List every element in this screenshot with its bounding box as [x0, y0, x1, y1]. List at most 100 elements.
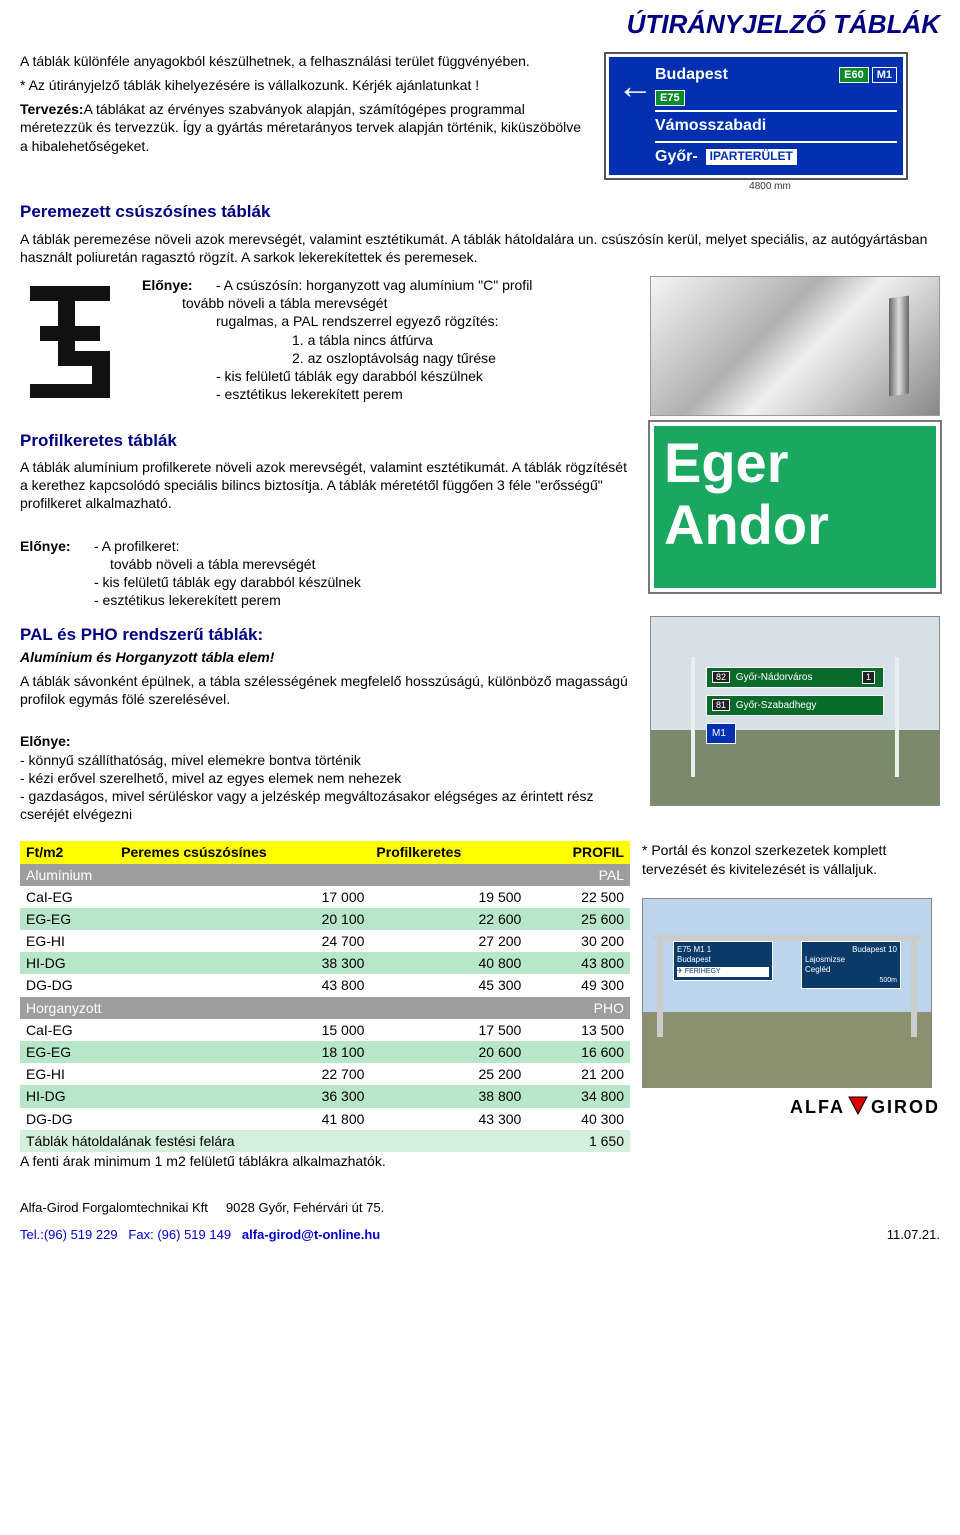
intro-p2: * Az útirányjelző táblák kihelyezésére i… [20, 76, 588, 94]
adv1-l7: - esztétikus lekerekített perem [142, 385, 638, 403]
section1-advantages-row: Előnye: - A csúszósín: horganyzott vag a… [20, 276, 940, 416]
table-row: EG-HI24 70027 20030 200 [20, 930, 630, 952]
adv3-l1: - könnyű szállíthatóság, mivel elemekre … [20, 751, 638, 769]
adv1-l3: rugalmas, a PAL rendszerrel egyező rögzí… [142, 312, 638, 330]
table-row: CaI-EG15 00017 50013 500 [20, 1019, 630, 1041]
adv1-l6: - kis felületű táblák egy darabból készü… [142, 367, 638, 385]
table-row: CaI-EG17 00019 50022 500 [20, 886, 630, 908]
table-cell: 25 200 [370, 1063, 527, 1085]
gantry-s1b: Budapest [677, 955, 769, 965]
road-sign-figure: ← Budapest E60 M1 E75 [600, 54, 940, 194]
group2-row: Horganyzott PHO [20, 997, 630, 1019]
intro-p3-body: A táblákat az érvényes szabványok alapjá… [20, 101, 581, 153]
gantry-s2b: Lajosmizse [805, 955, 897, 965]
section3-title: PAL és PHO rendszerű táblák: [20, 624, 638, 646]
gantry-s1c: ✈ FERIHEGY [677, 967, 769, 976]
section1-body: A táblák peremezése növeli azok merevség… [20, 230, 940, 266]
section3-subtitle: Alumínium és Horganyzott tábla elem! [20, 648, 638, 666]
adv3-l3: - gazdaságos, mivel sérüléskor vagy a je… [20, 787, 638, 823]
footer-email: alfa-girod@t-online.hu [242, 1227, 380, 1242]
group1-code: PAL [527, 864, 630, 886]
gantry-s2c: Cegléd [805, 965, 897, 975]
table-cell: 25 600 [527, 908, 630, 930]
intro-p3-label: Tervezés: [20, 101, 84, 117]
table-cell: DG-DG [20, 1108, 115, 1130]
gyor-r1-badge: 1 [862, 671, 875, 685]
th-3: PROFIL [527, 841, 630, 863]
sign-dest3b: IPARTERÜLET [706, 149, 797, 165]
table-cell: 17 000 [115, 886, 370, 908]
advantage-label-3: Előnye: [20, 732, 638, 750]
th-1: Peremes csúszósínes [115, 841, 370, 863]
gyor-r2-text: Győr-Szabadhegy [736, 700, 817, 711]
table-cell: 40 300 [527, 1108, 630, 1130]
footer-tel-label: Tel.: [20, 1227, 44, 1242]
table-cell: 43 800 [527, 952, 630, 974]
adv2-l1: - A profilkeret: [94, 537, 632, 555]
metal-rail-photo [650, 276, 940, 416]
footer-company: Alfa-Girod Forgalomtechnikai Kft [20, 1200, 208, 1215]
price-header-row: Ft/m2 Peremes csúszósínes Profilkeretes … [20, 841, 630, 863]
table-cell: 20 100 [115, 908, 370, 930]
table-cell: 15 000 [115, 1019, 370, 1041]
section2-title: Profilkeretes táblák [20, 430, 638, 452]
table-cell: 21 200 [527, 1063, 630, 1085]
table-cell: EG-EG [20, 908, 115, 930]
table-cell: 22 700 [115, 1063, 370, 1085]
adv1-l5: 2. az oszloptávolság nagy tűrése [142, 349, 638, 367]
table-row: EG-EG18 10020 60016 600 [20, 1041, 630, 1063]
extra-val: 1 650 [527, 1130, 630, 1152]
price-section: Ft/m2 Peremes csúszósínes Profilkeretes … [20, 841, 940, 1170]
gyor-r1-text: Győr-Nádorváros [736, 672, 813, 683]
footer-date: 11.07.21. [887, 1227, 940, 1244]
table-cell: 43 300 [370, 1108, 527, 1130]
arrow-left-icon: ← [615, 63, 655, 170]
footer: Alfa-Girod Forgalomtechnikai Kft 9028 Gy… [20, 1200, 940, 1244]
group1-name: Alumínium [20, 864, 527, 886]
table-cell: 20 600 [370, 1041, 527, 1063]
table-cell: 16 600 [527, 1041, 630, 1063]
advantage-label: Előnye: [142, 276, 212, 294]
table-cell: HI-DG [20, 1085, 115, 1107]
table-cell: 41 800 [115, 1108, 370, 1130]
table-cell: 43 800 [115, 974, 370, 996]
logo-triangle-icon [847, 1094, 869, 1122]
section2-row: Profilkeretes táblák A táblák alumínium … [20, 422, 940, 610]
table-cell: 45 300 [370, 974, 527, 996]
section3-body: A táblák sávonként épülnek, a tábla szél… [20, 672, 638, 708]
group2-code: PHO [527, 997, 630, 1019]
section2-body: A táblák alumínium profilkerete növeli a… [20, 458, 638, 513]
table-cell: 38 800 [370, 1085, 527, 1107]
page-title: ÚTIRÁNYJELZŐ TÁBLÁK [20, 8, 940, 42]
section3-row: PAL és PHO rendszerű táblák: Alumínium é… [20, 616, 940, 824]
table-cell: HI-DG [20, 952, 115, 974]
table-cell: 49 300 [527, 974, 630, 996]
gantry-s2a: Budapest 10 [805, 945, 897, 955]
adv1-l1: - A csúszósín: horganyzott vag alumínium… [216, 276, 632, 294]
gantry-s1a: E75 M1 1 [677, 945, 769, 955]
intro-row: A táblák különféle anyagokból készülhetn… [20, 46, 940, 194]
intro-p3: Tervezés:A táblákat az érvényes szabvány… [20, 100, 588, 155]
table-cell: EG-EG [20, 1041, 115, 1063]
adv2-l2: tovább növeli a tábla merevségét [20, 555, 638, 573]
table-cell: 22 500 [527, 886, 630, 908]
company-logo: ALFA GIROD [642, 1094, 940, 1122]
side-note: * Portál és konzol szerkezetek komplett … [642, 841, 940, 877]
gyor-r1-num: 82 [712, 671, 730, 683]
profile-cross-section-icon [20, 276, 120, 406]
logo-right: GIROD [871, 1096, 940, 1119]
logo-left: ALFA [790, 1096, 845, 1119]
price-footnote: A fenti árak minimum 1 m2 felületű táblá… [20, 1152, 630, 1170]
table-cell: 13 500 [527, 1019, 630, 1041]
table-cell: EG-HI [20, 930, 115, 952]
price-table: Ft/m2 Peremes csúszósínes Profilkeretes … [20, 841, 630, 1152]
table-row: DG-DG41 80043 30040 300 [20, 1108, 630, 1130]
gantry-dist: 500m [805, 976, 897, 985]
adv1-l2: tovább növeli a tábla merevségét [142, 294, 638, 312]
sign-badge-e60: E60 [839, 67, 869, 83]
advantage-label-2: Előnye: [20, 537, 90, 555]
group1-row: Alumínium PAL [20, 864, 630, 886]
adv2-l3: - kis felületű táblák egy darabból készü… [20, 573, 638, 591]
th-2: Profilkeretes [370, 841, 527, 863]
table-row: DG-DG43 80045 30049 300 [20, 974, 630, 996]
